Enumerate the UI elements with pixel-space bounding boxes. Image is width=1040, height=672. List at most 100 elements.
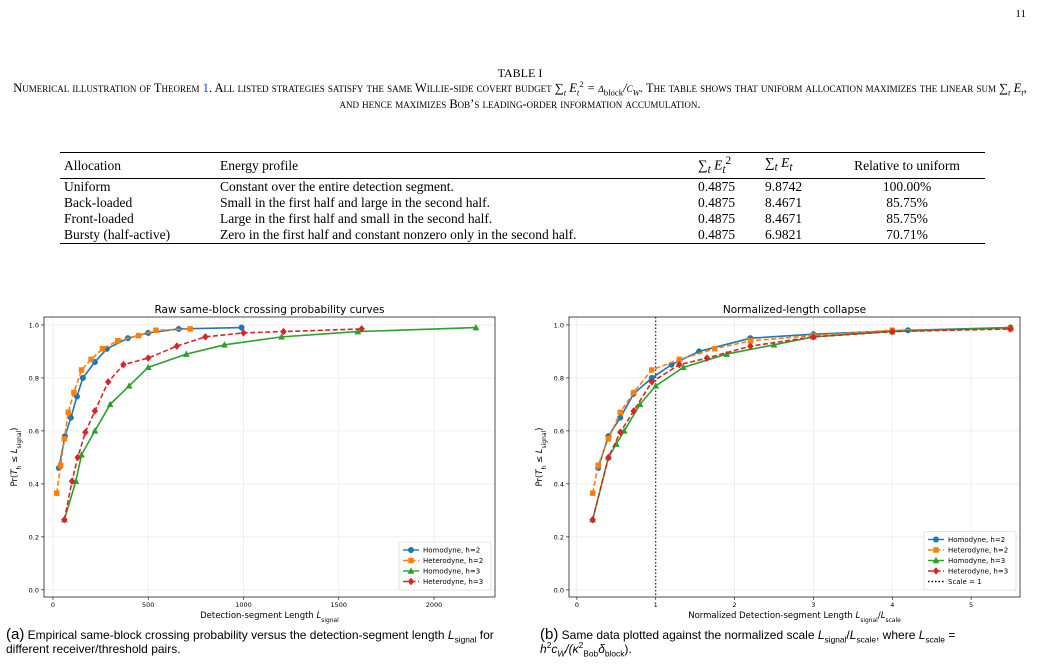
figures: 0.0 0.2 0.4 0.6 0.8 1.0 0 500 1000 1500 2000 Raw sa… xyxy=(10,304,1021,624)
text-run: W xyxy=(632,87,640,98)
table-row: Uniform Constant over the entire detectio… xyxy=(60,179,985,196)
marker xyxy=(68,477,76,486)
series-line xyxy=(597,326,1011,469)
text-run: L xyxy=(856,611,861,621)
marker xyxy=(238,324,245,331)
text-run: ∑ xyxy=(765,155,775,171)
subcaption: (b) Same data plotted against the normal… xyxy=(540,627,1035,658)
text-run: signal xyxy=(824,634,847,645)
text-run: . All listed strategies satisfy the same… xyxy=(208,81,564,95)
y-tick-label: 0.4 xyxy=(554,480,564,488)
legend-box xyxy=(923,531,1017,591)
legend-box xyxy=(398,541,492,591)
y-tick-label: 0.8 xyxy=(554,374,564,382)
text-run: E xyxy=(1010,81,1022,95)
marker xyxy=(589,515,596,524)
x-axis-label: Detection-segment Length Lsignal xyxy=(200,611,339,624)
text-run: h xyxy=(541,465,548,469)
marker xyxy=(88,356,94,363)
series-line xyxy=(591,328,1011,494)
text-run: scale xyxy=(856,634,877,645)
y-axis-label: Pr(Th ≤ Lsignal) xyxy=(535,428,548,487)
table-row: Back-loaded Small in the first half and l… xyxy=(60,195,985,211)
legend-label: Heterodyne, h=2 xyxy=(948,547,1008,555)
text-run: block xyxy=(603,87,624,98)
marker xyxy=(723,350,731,357)
text-run: / xyxy=(878,611,881,621)
legend-label: Heterodyne, h=3 xyxy=(423,578,483,586)
table-cell: 85.75% xyxy=(886,211,928,227)
table-cell: Constant over the entire detection segme… xyxy=(220,179,454,195)
legend-label: Scale = 1 xyxy=(948,578,982,586)
marker xyxy=(605,453,612,462)
y-tick-label: 1.0 xyxy=(29,321,39,329)
text-run: L xyxy=(10,448,20,453)
text-run: for different receiver/threshold pairs. xyxy=(6,628,494,656)
text-run: E xyxy=(777,155,790,171)
text-run: L xyxy=(881,611,886,621)
x-tick-label: 1500 xyxy=(330,601,347,609)
legend: Homodyne, h=2 Heterodyne, h=2 Homodyne, h=… xyxy=(923,531,1017,591)
marker xyxy=(652,382,660,389)
text-run: t xyxy=(1008,87,1011,98)
header-cell: Energy profile xyxy=(216,152,694,180)
text-run: t xyxy=(774,161,778,174)
text-run: L xyxy=(918,628,926,642)
marker xyxy=(770,341,778,348)
marker xyxy=(605,436,612,442)
text-run: . The table shows that uniform allocatio… xyxy=(639,81,1009,95)
text-run: signal xyxy=(860,617,878,624)
table-cell: 0.4875 xyxy=(698,195,736,211)
table-cell: Back-loaded xyxy=(64,195,133,211)
text-run: 2 xyxy=(579,78,584,89)
marker xyxy=(648,378,656,386)
text-run: , where xyxy=(876,628,919,642)
table: Allocation Energy profile ∑t Et2 ∑t Et Relat… xyxy=(60,152,985,245)
y-tick-label: 0.6 xyxy=(29,427,39,435)
table-cell: 70.71% xyxy=(886,227,928,243)
plot-frame xyxy=(568,316,1021,598)
text-run: ≤ xyxy=(535,453,545,466)
text-run: Pr( xyxy=(10,475,20,487)
text-run: / xyxy=(846,628,850,642)
text-run: signal xyxy=(321,617,339,624)
text-run: Pr( xyxy=(535,475,545,487)
plot-frame xyxy=(43,316,496,598)
text-run: scale xyxy=(885,617,901,624)
marker xyxy=(91,407,99,415)
legend-label: Homodyne, h=2 xyxy=(423,547,480,555)
header-cell: Relative to uniform xyxy=(829,152,985,180)
table-cell: 85.75% xyxy=(886,195,928,211)
header-cell: ∑t Et2 xyxy=(694,152,761,180)
y-tick-label: 1.0 xyxy=(554,321,564,329)
marker xyxy=(472,323,480,331)
x-tick-label: 3 xyxy=(811,601,815,609)
text-run: Empirical same-block crossing probabilit… xyxy=(24,628,448,642)
text-run: L xyxy=(317,611,322,621)
series-line xyxy=(63,326,476,520)
legend-label: Homodyne, h=3 xyxy=(423,568,480,576)
x-tick-label: 0 xyxy=(51,601,55,609)
marker xyxy=(407,546,415,554)
text-run: 2 xyxy=(578,640,584,650)
text-run: Detection-segment Length xyxy=(200,611,316,621)
text-run: , and hence maximizes Bob’s leading-orde… xyxy=(339,81,1027,111)
text-run: ) xyxy=(535,428,545,431)
marker xyxy=(99,346,106,352)
marker xyxy=(82,428,89,437)
text-run: = h xyxy=(540,628,956,656)
table-cell: 9.8742 xyxy=(765,179,803,195)
table-cell: Zero in the first half and constant nonz… xyxy=(220,227,577,243)
marker xyxy=(616,428,624,437)
marker xyxy=(71,389,77,396)
marker xyxy=(595,462,601,469)
text-run: t xyxy=(1021,87,1024,98)
table-cell: Front-loaded xyxy=(64,211,134,227)
marker xyxy=(679,363,687,371)
legend-label: Homodyne, h=3 xyxy=(948,557,1005,565)
marker xyxy=(358,325,365,333)
table-cell: Bursty (half-active) xyxy=(64,227,171,243)
x-axis-label: Normalized Detection-segment Length Lsig… xyxy=(688,611,901,624)
text-run: L xyxy=(849,628,857,642)
marker xyxy=(932,567,940,575)
